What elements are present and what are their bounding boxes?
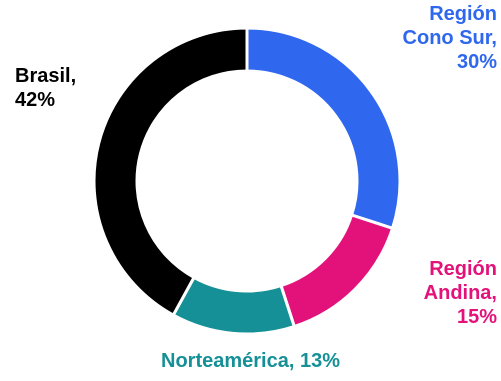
slice-label-norteamerica: Norteamérica, 13% [161,350,340,372]
slice-brasil [92,26,249,317]
slice-norteamerica [171,275,296,336]
slice-label-cono-sur: Región Cono Sur, 30% [402,3,497,73]
slice-andina [279,213,395,329]
slice-label-brasil: Brasil, 42% [15,65,77,111]
slice-label-andina: Región Andina, 15% [423,258,497,328]
